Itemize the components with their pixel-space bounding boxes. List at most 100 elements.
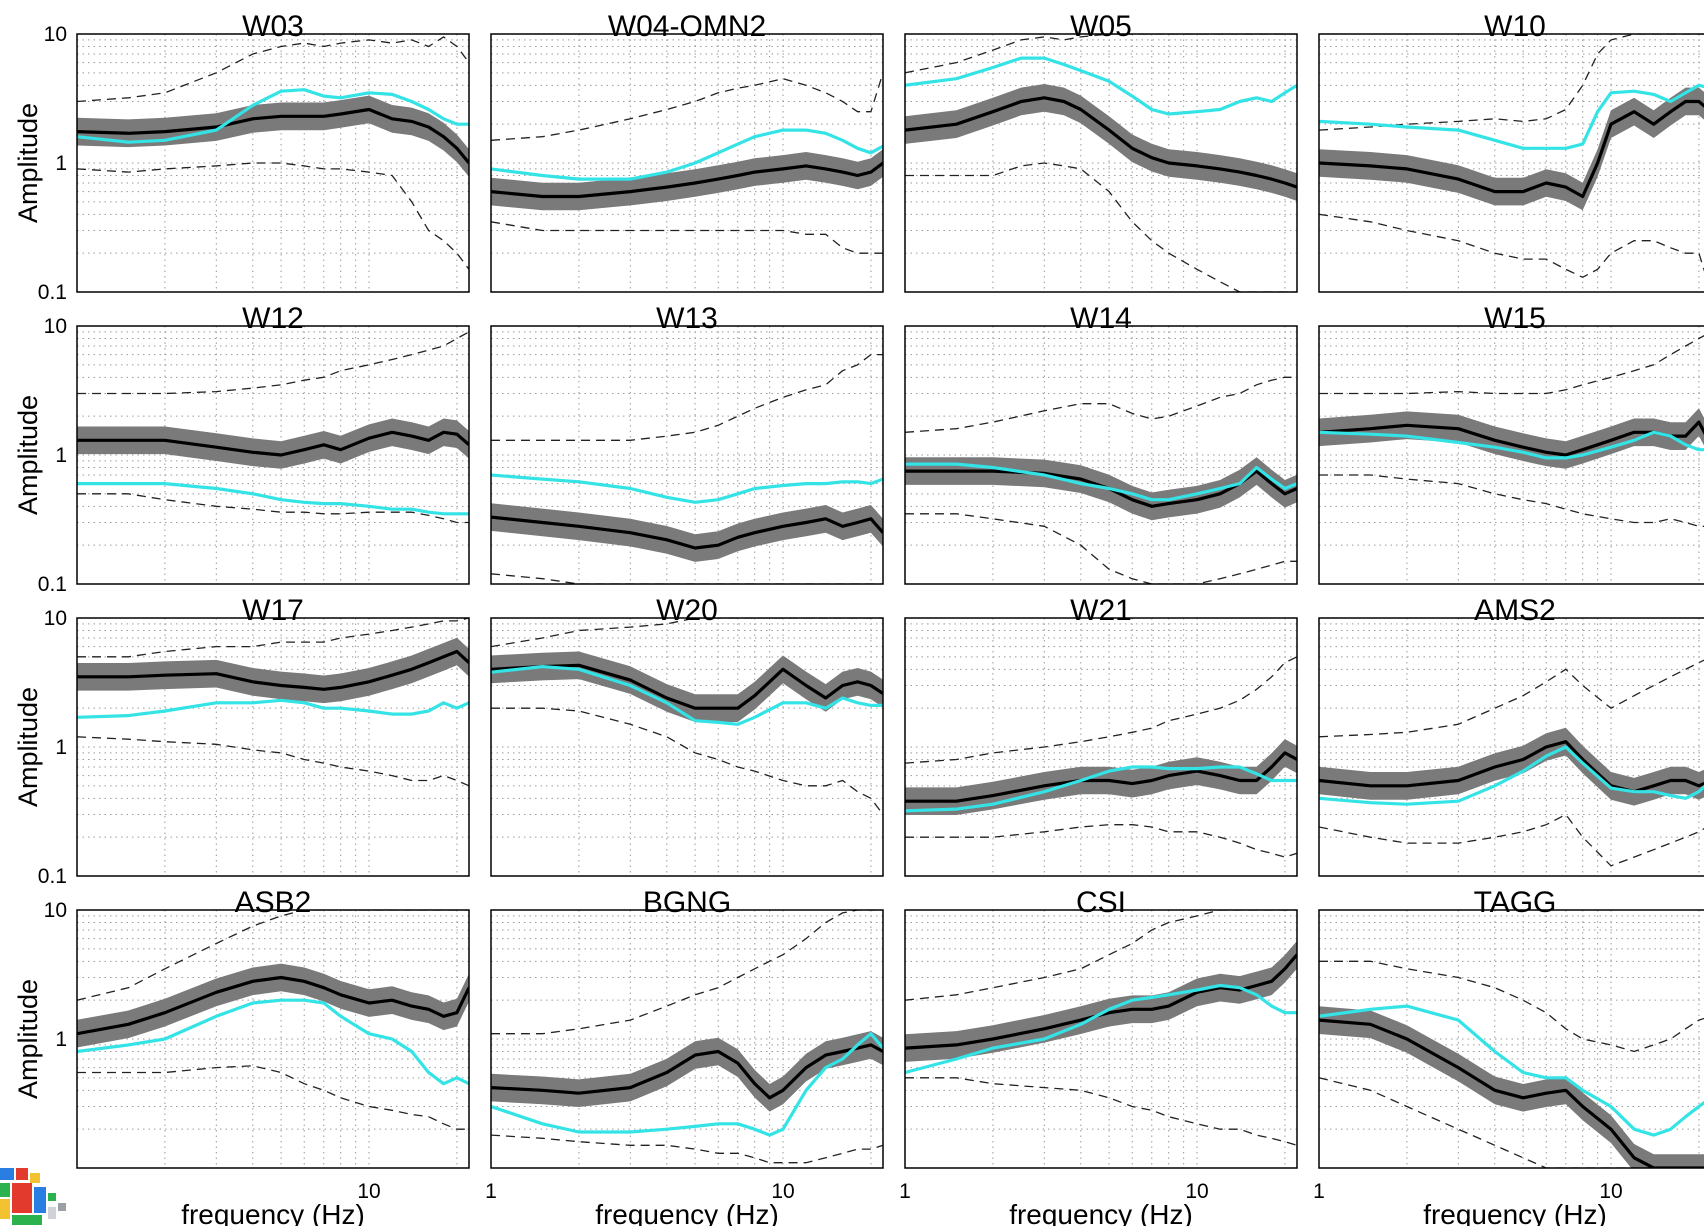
plot-series [1319,960,1704,1168]
lower-bound-line [491,221,883,254]
lower-bound-line [1319,813,1704,867]
axes-frame [76,33,470,293]
reference-line [491,128,883,181]
x-axis-label: frequency (Hz) [1423,1199,1607,1226]
grid [905,34,1297,292]
plot-series [77,36,469,270]
y-axis-label: Amplitude [13,979,43,1099]
axes-frame [1318,33,1704,293]
plot-series [905,376,1297,584]
y-tick-label: 0.1 [38,573,67,596]
x-axis-label: frequency (Hz) [181,1199,365,1226]
panel-w17: W17 0.1 1 10 Amplitude [13,594,470,888]
plot-series [491,72,883,254]
y-tick-label: 0.1 [38,865,67,888]
band-area [1319,87,1704,211]
plot-series [491,353,883,584]
panel-w20: W20 [490,594,884,877]
x-tick-label: 1 [1313,1180,1325,1203]
y-axis-label: Amplitude [13,103,43,223]
reference-line [1319,430,1704,460]
panel-w05: W05 [904,10,1298,293]
grid [905,326,1297,584]
plot-area [905,618,1297,876]
y-axis-label: Amplitude [13,395,43,515]
plot-area [905,326,1297,584]
reference-line [1319,745,1704,806]
lower-bound-line [905,513,1297,584]
grid [1319,326,1704,584]
grid [1319,618,1704,876]
mean-line [77,975,469,1036]
lower-bound-line [905,824,1297,858]
mean-line [905,96,1297,189]
axes-frame [1318,909,1704,1169]
reference-line [905,765,1297,813]
y-tick-label: 10 [44,23,67,46]
y-tick-label: 10 [44,899,67,922]
reference-line [1319,1004,1704,1137]
upper-bound-line [1319,334,1704,395]
lower-bound-line [905,1077,1297,1146]
grid [1319,34,1704,292]
panel-title: CSI [1076,886,1126,919]
upper-bound-line [1319,960,1704,1053]
lower-bound-line [905,162,1297,292]
x-axis-label: frequency (Hz) [1009,1199,1193,1226]
band-area [905,940,1297,1062]
band-area [905,739,1297,815]
y-axis-label: Amplitude [13,687,43,807]
plot-series [491,910,883,1164]
lower-bound-line [1319,474,1704,527]
mean-line [77,107,469,165]
axes-frame [490,325,884,585]
grid [905,618,1297,876]
mean-line [1319,420,1704,457]
upper-bound-line [77,331,469,395]
upper-bound-line [77,618,469,658]
reference-line [905,983,1297,1075]
plot-series [905,34,1297,292]
axes-frame [76,325,470,585]
y-tick-label: 1 [55,736,67,759]
reference-line [1319,83,1704,150]
band-area [905,84,1297,201]
plot-series [905,910,1297,1146]
x-tick-label: 10 [357,1180,380,1203]
x-tick-label: 1 [899,1180,911,1203]
panel-w15: W15 [1318,302,1704,585]
y-tick-label: 1 [55,444,67,467]
y-tick-label: 1 [55,1028,67,1051]
plot-series [1319,34,1704,279]
axes-frame [490,33,884,293]
lower-bound-line [77,493,469,524]
band-area [1319,408,1704,469]
panel-w21: W21 [904,594,1298,877]
axes-frame [76,909,470,1169]
grid [77,34,469,292]
panel-title: W10 [1484,10,1546,43]
plot-series [77,910,469,1130]
x-tick-label: 10 [1599,1180,1622,1203]
band-area [77,637,469,704]
lower-bound-line [77,736,469,787]
panel-ams2: AMS2 [1318,594,1704,877]
lower-bound-line [77,1065,469,1130]
mean-line [491,161,883,199]
panel-w03: W03 0.1 1 10 Amplitude [13,10,470,304]
upper-bound-line [491,353,883,441]
plot-series [1319,334,1704,527]
plot-series [77,331,469,524]
lower-bound-line [1319,1077,1704,1168]
band-area [491,503,883,562]
axes-frame [904,325,1298,585]
grid [77,618,469,876]
y-tick-label: 10 [44,607,67,630]
panel-title: ASB2 [235,886,312,919]
mean-line [491,663,883,710]
x-tick-label: 1 [485,1180,497,1203]
axes-frame [904,617,1298,877]
lower-bound-line [491,1134,883,1164]
reference-line [77,698,469,719]
mean-line [77,430,469,457]
